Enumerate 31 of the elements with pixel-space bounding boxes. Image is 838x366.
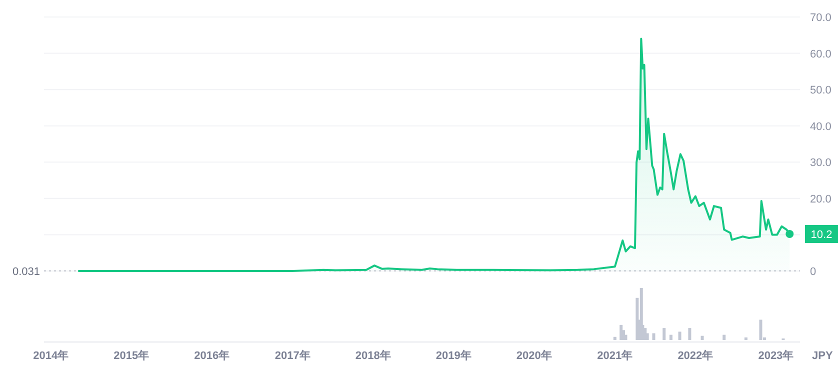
y-tick-label: 40.0	[810, 120, 832, 133]
x-tick-label: 2022年	[678, 349, 714, 362]
bar	[613, 336, 616, 340]
bar	[644, 328, 647, 340]
x-tick-label: 2015年	[114, 349, 150, 362]
y-tick-label: 70.0	[810, 12, 832, 24]
bar	[722, 334, 726, 340]
x-tick-label: 2014年	[33, 349, 69, 362]
y-tick-label: 60.0	[810, 48, 832, 60]
bar	[688, 328, 692, 340]
x-tick-label: 2021年	[597, 349, 633, 362]
bar	[744, 337, 748, 340]
bar	[652, 333, 656, 340]
y-tick-label: 30.0	[810, 157, 832, 170]
text: JPY	[812, 350, 834, 362]
annotation: 10.2	[810, 228, 832, 241]
x-tick-label: 2018年	[355, 349, 391, 362]
bar	[662, 328, 666, 340]
x-tick-label: 2017年	[274, 349, 310, 362]
bar	[669, 334, 672, 340]
x-tick-label: 2016年	[194, 349, 230, 362]
x-tick-label: 2019年	[436, 349, 472, 362]
bar	[678, 332, 682, 340]
ref-line-label: 0.031	[12, 266, 40, 278]
x-tick-label: 2020年	[516, 349, 552, 362]
y-tick-label: 0	[810, 266, 816, 278]
y-tick-label: 50.0	[810, 84, 832, 97]
bar	[759, 320, 762, 340]
y-tick-label: 20.0	[810, 193, 832, 206]
bar	[700, 336, 704, 340]
x-tick-label: 2023年	[758, 349, 794, 362]
